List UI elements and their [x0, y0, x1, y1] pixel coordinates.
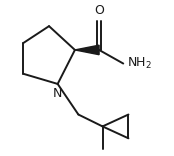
- Text: N: N: [53, 87, 62, 100]
- Text: O: O: [94, 4, 104, 17]
- Text: NH$_2$: NH$_2$: [127, 56, 152, 71]
- Polygon shape: [75, 45, 99, 55]
